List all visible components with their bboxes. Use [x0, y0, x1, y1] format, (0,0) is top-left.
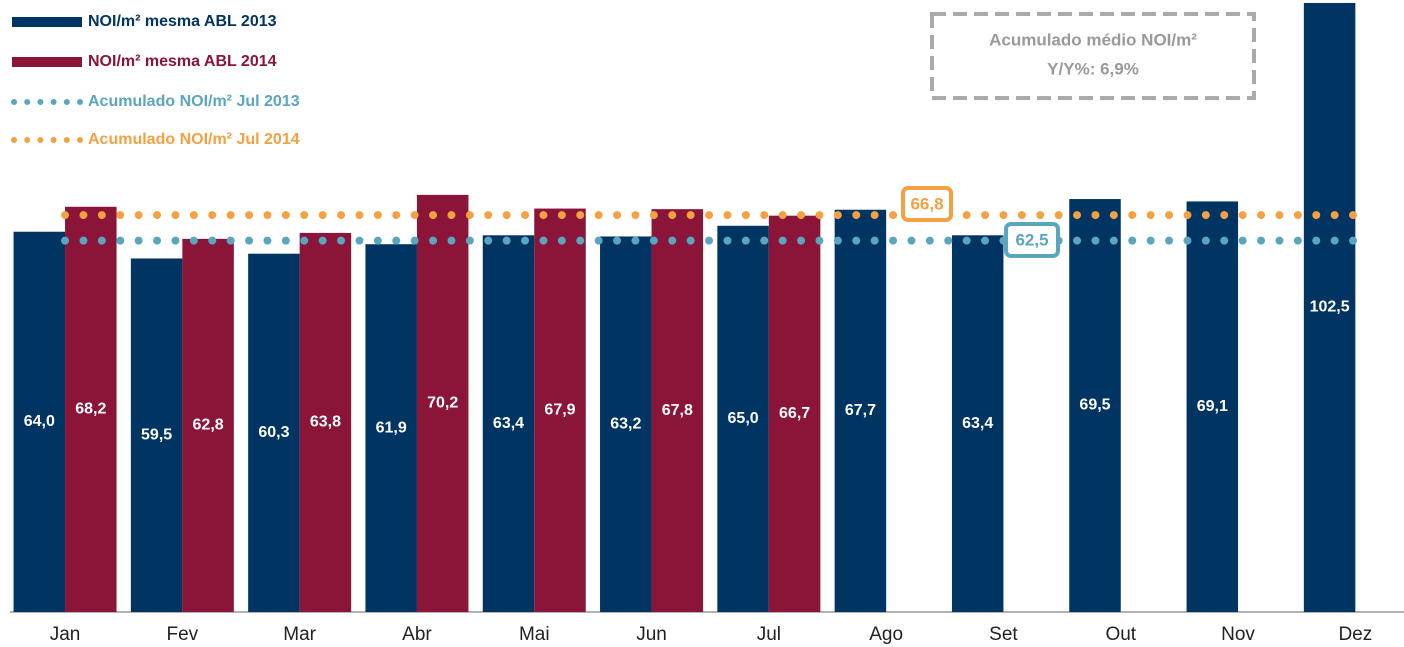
data-label: 61,9: [376, 419, 407, 436]
bar: [182, 238, 234, 612]
x-tick-label: Abr: [402, 624, 432, 645]
data-label: 69,5: [1079, 397, 1110, 414]
bar: [534, 208, 586, 612]
bar: [130, 258, 183, 612]
bar: [768, 215, 821, 613]
bar: [651, 209, 704, 612]
bar: [416, 194, 469, 612]
data-label: 67,7: [845, 402, 876, 419]
data-label: 62,8: [193, 417, 224, 434]
bar: [65, 206, 117, 612]
x-tick-label: Jul: [757, 624, 781, 645]
legend-label: Acumulado NOI/m² Jul 2013: [88, 93, 300, 110]
x-tick-label: Ago: [869, 624, 903, 645]
annotation-box: [930, 12, 1256, 100]
bar: [482, 235, 535, 612]
data-label: 102,5: [1310, 299, 1350, 316]
annotation: Acumulado médio NOI/m²: [989, 30, 1197, 49]
x-tick-label: Out: [1105, 624, 1136, 645]
data-label: 69,1: [1197, 398, 1228, 415]
data-label: 60,3: [258, 424, 289, 441]
x-tick-label: Jan: [50, 624, 81, 645]
data-label: 63,4: [493, 415, 524, 432]
data-label: 63,8: [310, 414, 341, 431]
x-tick-label: Fev: [167, 624, 199, 645]
bar: [1186, 201, 1239, 613]
line-label-box: [901, 186, 953, 222]
data-label: 63,4: [962, 415, 993, 432]
data-label: 59,5: [141, 426, 172, 443]
line-label-box: [1004, 222, 1060, 258]
data-label: 66,7: [779, 405, 810, 422]
x-tick-label: Nov: [1221, 624, 1255, 645]
bar: [299, 232, 352, 612]
line-label: 66,8: [910, 194, 943, 213]
legend-label: Acumulado NOI/m² Jul 2014: [88, 131, 300, 148]
legend-label: NOI/m² mesma ABL 2013: [88, 13, 277, 30]
x-tick-label: Mar: [283, 624, 316, 645]
bar: [600, 236, 652, 612]
bar: [951, 235, 1004, 612]
x-tick-label: Dez: [1338, 624, 1372, 645]
data-label: 67,8: [662, 402, 693, 419]
bar: [717, 225, 769, 612]
data-label: 64,0: [24, 413, 55, 430]
legend-swatch: [12, 57, 82, 67]
bar: [1069, 199, 1121, 613]
data-label: 70,2: [427, 395, 458, 412]
bar: [834, 209, 887, 612]
bar: [248, 253, 300, 612]
bar: [1303, 2, 1356, 612]
x-tick-label: Jun: [636, 624, 667, 645]
x-tick-label: Mai: [519, 624, 550, 645]
data-label: 67,9: [544, 401, 575, 418]
line-label: 62,5: [1015, 230, 1048, 249]
data-label: 68,2: [75, 401, 106, 418]
legend-swatch: [12, 17, 82, 27]
legend-label: NOI/m² mesma ABL 2014: [88, 53, 277, 70]
data-label: 63,2: [610, 415, 641, 432]
annotation: Y/Y%: 6,9%: [1047, 59, 1139, 78]
bar: [13, 231, 66, 612]
data-label: 65,0: [728, 410, 759, 427]
x-tick-label: Set: [989, 624, 1018, 645]
bar: [365, 244, 417, 613]
